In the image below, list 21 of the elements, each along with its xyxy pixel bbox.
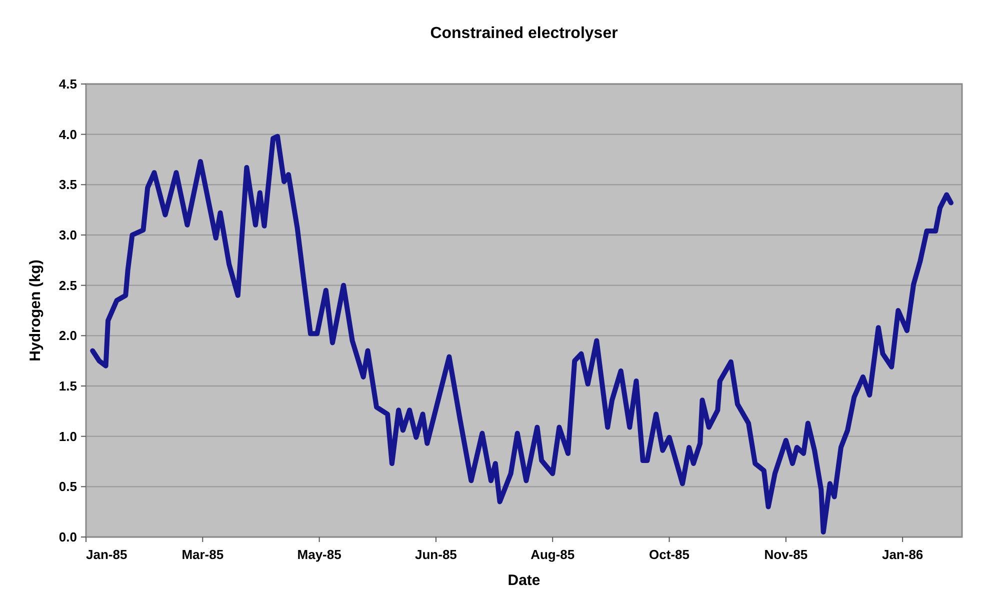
x-tick-label: Jun-85: [415, 547, 457, 562]
x-tick-label: Aug-85: [530, 547, 575, 562]
x-tick-label: Mar-85: [182, 547, 224, 562]
x-tick-label: Jan-85: [86, 547, 128, 562]
y-tick-label: 3.0: [58, 228, 77, 243]
x-axis-title: Date: [508, 572, 540, 589]
chart-title: Constrained electrolyser: [430, 25, 618, 42]
y-axis-title: Hydrogen (kg): [27, 260, 44, 362]
y-tick-label: 4.0: [58, 126, 77, 142]
y-tick-label: 2.5: [58, 278, 77, 293]
x-tick-label: Oct-85: [649, 547, 690, 562]
y-tick-label: 1.0: [58, 428, 77, 444]
y-tick-label: 3.5: [58, 177, 77, 192]
x-tick-label: May-85: [297, 547, 342, 562]
x-tick-label: Jan-86: [882, 547, 924, 562]
x-tick-label: Nov-85: [764, 547, 808, 562]
y-tick-label: 0.0: [58, 530, 77, 545]
y-tick-label: 0.5: [58, 479, 77, 494]
y-tick-label: 4.5: [58, 76, 77, 92]
y-tick-label: 2.0: [58, 328, 77, 344]
y-tick-label: 1.5: [58, 378, 77, 394]
